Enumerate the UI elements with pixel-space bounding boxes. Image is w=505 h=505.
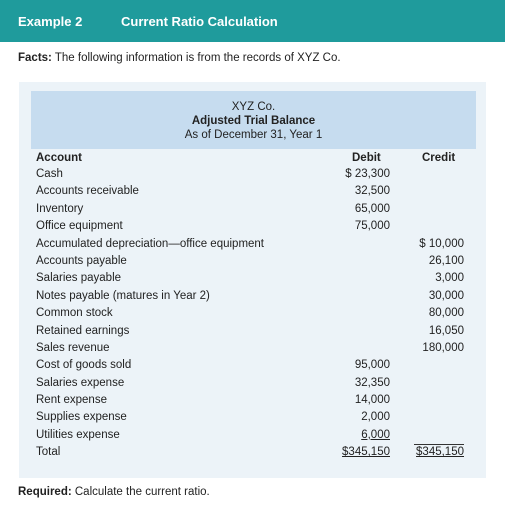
account-name: Salaries expense [36, 376, 125, 389]
table-row: Sales revenue 180,000 [0, 340, 505, 357]
account-name: Cash [36, 168, 63, 180]
debit-amount: $ 23,300 [345, 168, 390, 180]
table-row: Common stock 80,000 [0, 305, 505, 322]
table-row: Cost of goods sold 95,000 [0, 357, 505, 374]
account-name: Retained earnings [36, 324, 130, 337]
table-row: Retained earnings 16,050 [0, 323, 505, 340]
total-row: Total $345,150 $345,150 [0, 444, 505, 461]
required-text: Required: Calculate the current ratio. [18, 486, 210, 498]
debit-amount: 65,000 [354, 202, 390, 215]
debit-amount: 75,000 [354, 220, 390, 233]
debit-amount: 6,000 [361, 428, 390, 441]
credit-amount: 30,000 [428, 289, 464, 302]
table-row: Accounts payable 26,100 [0, 253, 505, 270]
total-label: Total [36, 446, 61, 459]
table-row: Supplies expense 2,000 [0, 409, 505, 426]
facts-text: Facts: The following information is from… [18, 52, 341, 64]
table-row: Salaries expense 32,350 [0, 375, 505, 392]
account-name: Sales revenue [36, 341, 110, 354]
table-row: Salaries payable 3,000 [0, 270, 505, 287]
example-title: Current Ratio Calculation [121, 13, 278, 29]
company-name: XYZ Co. [231, 101, 276, 113]
account-name: Common stock [36, 307, 113, 320]
required-label: Required: [18, 486, 72, 498]
column-header-account: Account [36, 152, 82, 164]
facts-body: The following information is from the re… [54, 52, 341, 64]
credit-amount: 16,050 [428, 324, 464, 337]
credit-amount: 180,000 [422, 341, 464, 354]
table-row: Notes payable (matures in Year 2) 30,000 [0, 288, 505, 305]
account-name: Salaries payable [36, 272, 122, 285]
facts-label: Facts: [18, 52, 52, 64]
example-label: Example 2 [18, 13, 83, 29]
credit-amount: 80,000 [428, 307, 464, 320]
table-row: Utilities expense 6,000 [0, 427, 505, 444]
account-name: Accounts payable [36, 254, 127, 267]
statement-title: Adjusted Trial Balance [191, 115, 316, 127]
table-row: Office equipment 75,000 [0, 218, 505, 235]
example-header: Example 2 Current Ratio Calculation [0, 0, 505, 42]
total-debit: $345,150 [342, 446, 390, 459]
account-name: Notes payable (matures in Year 2) [36, 289, 210, 302]
table-row: Rent expense 14,000 [0, 392, 505, 409]
table-row: Cash $ 23,300 [0, 166, 505, 183]
credit-total-rule [414, 444, 464, 445]
account-name: Accounts receivable [36, 185, 139, 198]
credit-amount: 26,100 [428, 254, 464, 267]
debit-amount: 95,000 [354, 359, 390, 372]
trial-balance-heading: XYZ Co. Adjusted Trial Balance As of Dec… [31, 91, 476, 149]
credit-amount: 3,000 [435, 272, 464, 285]
debit-amount: 14,000 [354, 394, 390, 407]
account-name: Office equipment [36, 220, 123, 233]
debit-amount: 2,000 [361, 411, 390, 424]
account-name: Accumulated depreciation—office equipmen… [36, 237, 265, 250]
table-row: Accounts receivable 32,500 [0, 183, 505, 200]
account-name: Supplies expense [36, 411, 127, 424]
credit-amount: $ 10,000 [419, 237, 464, 250]
account-name: Utilities expense [36, 428, 120, 441]
column-header-debit: Debit [352, 152, 381, 164]
column-header-credit: Credit [422, 152, 456, 164]
required-body: Calculate the current ratio. [74, 486, 210, 498]
total-credit: $345,150 [416, 446, 464, 459]
account-name: Inventory [36, 202, 84, 215]
debit-amount: 32,500 [354, 185, 390, 198]
table-row: Inventory 65,000 [0, 201, 505, 218]
table-row: Accumulated depreciation—office equipmen… [0, 236, 505, 253]
statement-date: As of December 31, Year 1 [184, 129, 323, 141]
trial-balance-panel: XYZ Co. Adjusted Trial Balance As of Dec… [19, 82, 486, 478]
trial-balance-rows: Cash $ 23,300 Accounts receivable 32,500 Inv… [0, 166, 505, 462]
account-name: Rent expense [36, 394, 107, 407]
account-name: Cost of goods sold [36, 359, 132, 372]
debit-amount: 32,350 [354, 376, 390, 389]
